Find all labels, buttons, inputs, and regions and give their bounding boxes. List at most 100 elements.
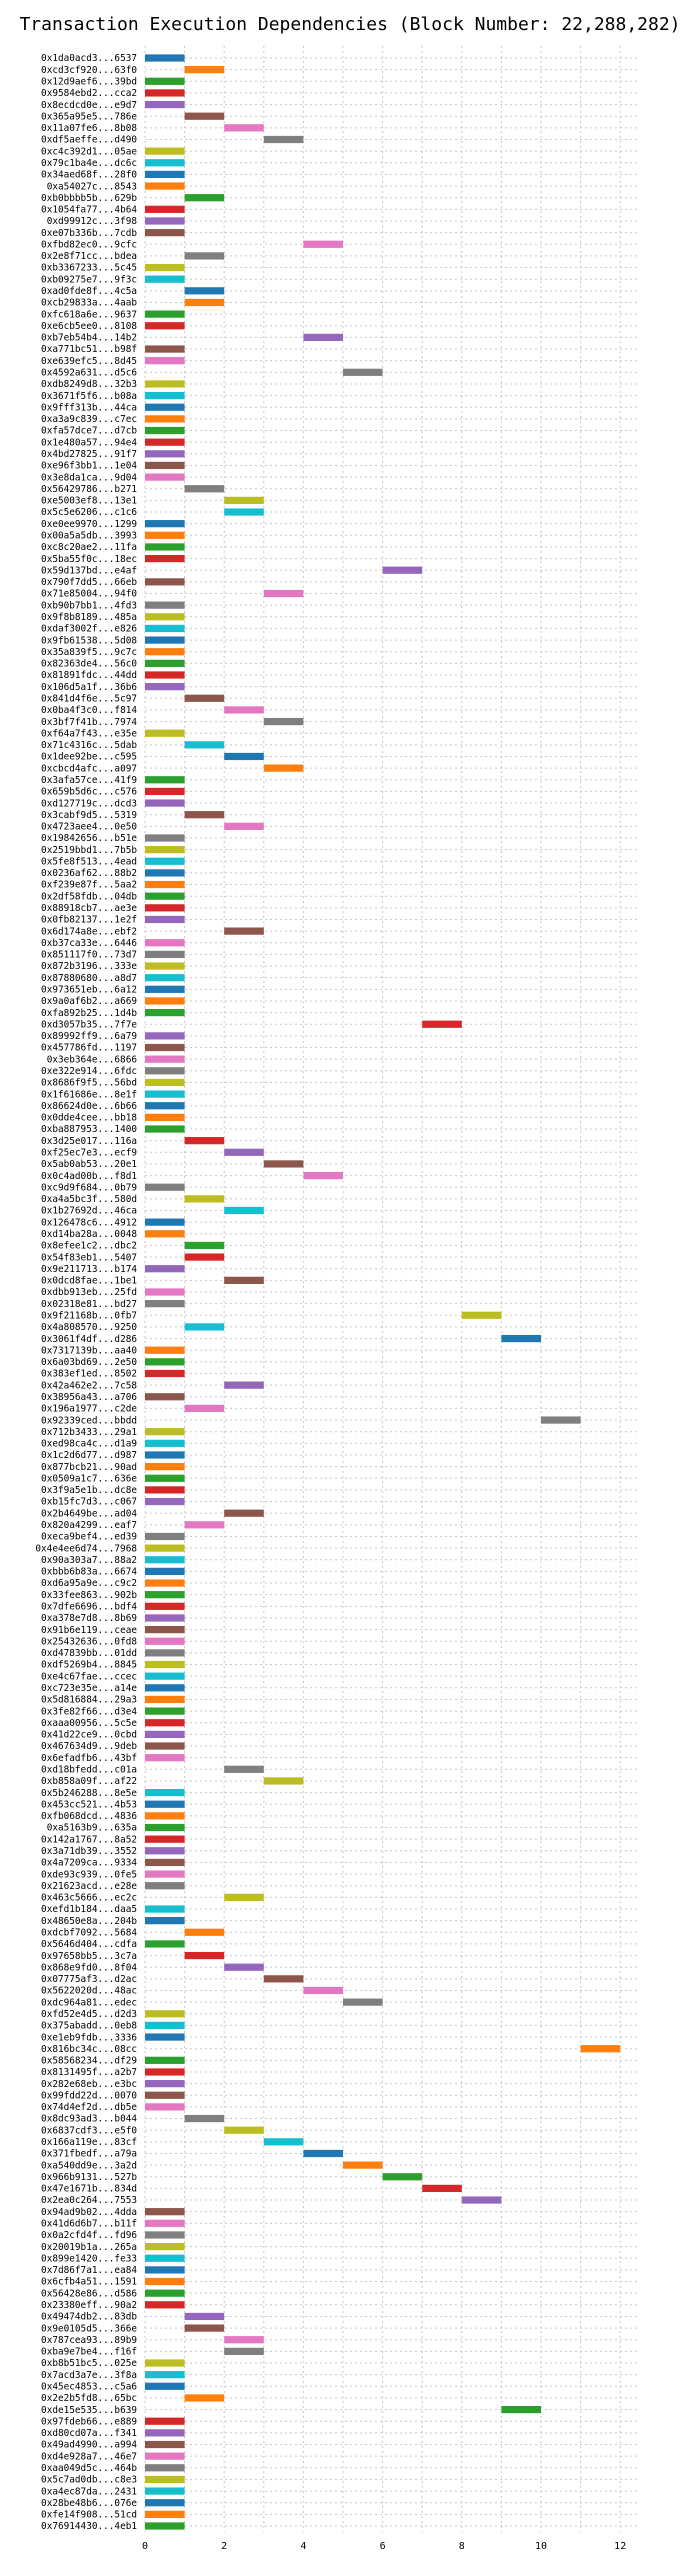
execution-bar bbox=[145, 1369, 185, 1378]
transaction-label: 0x3d25e017...116a bbox=[41, 1136, 137, 1147]
transaction-label: 0x97fdeb66...e889 bbox=[41, 2416, 137, 2427]
execution-bar bbox=[343, 1998, 383, 2006]
execution-bar bbox=[303, 1986, 343, 1995]
transaction-label: 0xbbb6b83a...6674 bbox=[41, 1567, 137, 1578]
execution-bar bbox=[145, 1218, 185, 1226]
execution-bar bbox=[145, 1439, 185, 1447]
transaction-label: 0x6837cdf3...e5f0 bbox=[41, 2125, 137, 2136]
x-tick-label: 0 bbox=[142, 2541, 148, 2552]
transaction-label: 0x463c5666...ec2c bbox=[41, 1893, 137, 1904]
execution-bar bbox=[145, 1788, 185, 1797]
transaction-label: 0x35a839f5...9c7c bbox=[41, 647, 137, 658]
execution-bar bbox=[224, 1148, 264, 1156]
transaction-label: 0xb8b51bc5...025e bbox=[41, 2358, 137, 2369]
transaction-label: 0x966b9131...527b bbox=[41, 2172, 137, 2183]
execution-bar bbox=[224, 1206, 264, 1215]
execution-bar bbox=[145, 322, 185, 330]
transaction-label: 0x0dde4cee...bb18 bbox=[41, 1113, 137, 1124]
transaction-label: 0x9f8b8189...485a bbox=[41, 612, 137, 623]
execution-bar bbox=[145, 2266, 185, 2274]
transaction-label: 0xd6a95a9e...c9c2 bbox=[41, 1578, 137, 1589]
transaction-label: 0xe0ee9970...1299 bbox=[41, 519, 137, 530]
transaction-label: 0xc8c20ae2...11fa bbox=[41, 542, 137, 553]
execution-bar bbox=[145, 2080, 185, 2088]
transaction-label: 0x2ea0c264...7553 bbox=[41, 2195, 137, 2206]
transaction-label: 0x6a03bd69...2e50 bbox=[41, 1357, 137, 1368]
execution-bar bbox=[145, 880, 185, 889]
execution-bar bbox=[184, 287, 225, 295]
transaction-label: 0x71e85004...94f0 bbox=[41, 589, 137, 600]
execution-bar bbox=[145, 613, 185, 621]
transaction-label: 0x4723aee4...0e50 bbox=[41, 822, 137, 833]
transaction-label: 0xa3a9c839...c7ec bbox=[41, 414, 137, 425]
execution-bar bbox=[145, 554, 185, 563]
execution-bar bbox=[145, 1602, 185, 1610]
execution-bar bbox=[145, 799, 185, 807]
execution-bar bbox=[184, 252, 225, 260]
transaction-label: 0x87880680...a8d7 bbox=[41, 973, 137, 984]
execution-bar bbox=[580, 2045, 621, 2053]
transaction-label: 0x872b3196...333e bbox=[41, 961, 137, 972]
transaction-label: 0xfc618a6e...9637 bbox=[41, 309, 137, 320]
transaction-label: 0x166a119e...83cf bbox=[41, 2137, 137, 2148]
transaction-label: 0xcbcd4afc...a097 bbox=[41, 763, 137, 774]
transaction-label: 0x9a0af6b2...a669 bbox=[41, 996, 137, 1007]
execution-bar bbox=[145, 648, 185, 656]
transaction-label: 0x1e480a57...94e4 bbox=[41, 437, 137, 448]
transaction-label: 0x4e4ee6d74...7968 bbox=[35, 1543, 137, 1554]
execution-bar bbox=[145, 2219, 185, 2227]
execution-bar bbox=[145, 1917, 185, 1925]
transaction-label: 0x34aed68f...28f0 bbox=[41, 170, 137, 181]
transaction-label: 0xd99912c...3f98 bbox=[47, 216, 138, 227]
execution-bar bbox=[145, 1183, 185, 1191]
transaction-label: 0x49474db2...83db bbox=[41, 2312, 137, 2323]
execution-bar bbox=[145, 89, 185, 97]
transaction-label: 0xe639efc5...8d45 bbox=[41, 356, 137, 367]
transaction-label: 0x820a4299...eaf7 bbox=[41, 1520, 137, 1531]
transaction-label: 0xb858a09f...af22 bbox=[41, 1776, 137, 1787]
execution-bar bbox=[145, 2033, 185, 2041]
transaction-label: 0x8ecdcd0e...e9d7 bbox=[41, 100, 137, 111]
execution-bar bbox=[145, 2254, 185, 2262]
execution-bar bbox=[145, 2056, 185, 2064]
transaction-label: 0x9584ebd2...cca2 bbox=[41, 88, 137, 99]
execution-bar bbox=[145, 450, 185, 458]
transaction-label: 0x1054fa77...4b64 bbox=[41, 205, 137, 216]
transaction-label: 0x02318e81...bd27 bbox=[41, 1299, 137, 1310]
transaction-label: 0x383ef1ed...8502 bbox=[41, 1369, 137, 1380]
execution-bar bbox=[145, 2021, 185, 2030]
transaction-label: 0xe6cb5ee0...8108 bbox=[41, 321, 137, 332]
transaction-label: 0xc723e35e...a14e bbox=[41, 1683, 137, 1694]
execution-bar bbox=[224, 1963, 264, 1971]
transaction-label: 0xfb068dcd...4836 bbox=[41, 1811, 137, 1822]
transaction-label: 0xe322e914...6fdc bbox=[41, 1066, 137, 1077]
transaction-label: 0xcd3cf920...63f0 bbox=[41, 65, 137, 76]
execution-bar bbox=[224, 2336, 264, 2344]
execution-bar bbox=[145, 2301, 185, 2309]
transaction-label: 0x3f9a5e1b...dc8e bbox=[41, 1485, 137, 1496]
transaction-label: 0x126478c6...4912 bbox=[41, 1217, 137, 1228]
transaction-label: 0xd18bfedd...c01a bbox=[41, 1765, 137, 1776]
execution-bar bbox=[224, 752, 264, 761]
execution-bar bbox=[145, 2231, 185, 2239]
execution-bar bbox=[263, 764, 304, 772]
execution-bar bbox=[145, 1078, 185, 1087]
execution-bar bbox=[501, 2405, 541, 2414]
execution-bar bbox=[145, 2452, 185, 2460]
bar-layer bbox=[145, 54, 621, 2530]
transaction-label: 0x33fee863...902b bbox=[41, 1590, 137, 1601]
execution-bar bbox=[303, 333, 343, 342]
transaction-label: 0xdaf3002f...e826 bbox=[41, 624, 137, 635]
transaction-label: 0x2b4649be...ad04 bbox=[41, 1508, 137, 1519]
transaction-label: 0x2e2b5fd8...65bc bbox=[41, 2393, 137, 2404]
transaction-label: 0x365a95e5...786e bbox=[41, 111, 137, 122]
transaction-label: 0x5ab0ab53...20e1 bbox=[41, 1159, 137, 1170]
transaction-label: 0x1da0acd3...6537 bbox=[41, 53, 137, 64]
transaction-label: 0x19842656...b51e bbox=[41, 833, 137, 844]
transaction-label: 0x371fbedf...a79a bbox=[41, 2149, 137, 2160]
transaction-label: 0x41d6d6b7...b11f bbox=[41, 2219, 137, 2230]
transaction-label: 0x787cea93...89b9 bbox=[41, 2335, 137, 2346]
transaction-label: 0x196a1977...c2de bbox=[41, 1404, 137, 1415]
execution-bar bbox=[145, 2510, 185, 2518]
transaction-label: 0xdbb913eb...25fd bbox=[41, 1287, 137, 1298]
